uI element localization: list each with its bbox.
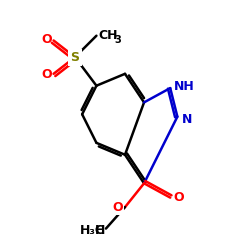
Text: N: N xyxy=(182,112,192,126)
Text: H₃C: H₃C xyxy=(80,224,105,237)
Text: O: O xyxy=(42,68,52,82)
Text: H: H xyxy=(94,224,105,237)
Text: O: O xyxy=(174,191,184,204)
Text: NH: NH xyxy=(174,80,195,94)
Text: O: O xyxy=(112,201,123,214)
Text: O: O xyxy=(42,33,52,46)
Text: S: S xyxy=(70,51,80,64)
Text: 3: 3 xyxy=(114,35,121,45)
Text: CH: CH xyxy=(99,29,118,42)
